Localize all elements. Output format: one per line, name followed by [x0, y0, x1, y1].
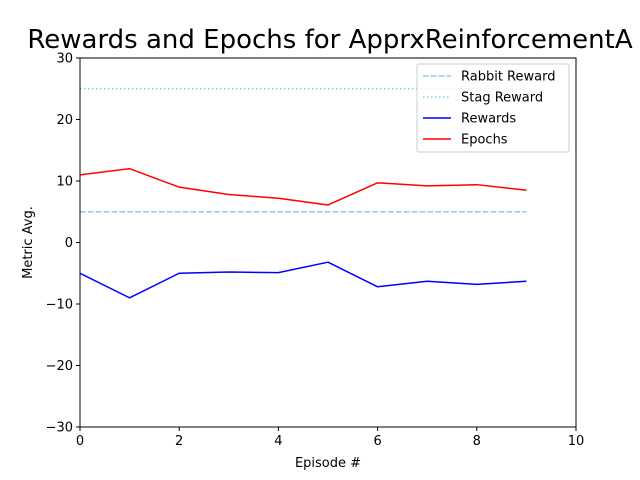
x-tick-label: 4 [274, 434, 282, 449]
legend-label: Rabbit Reward [461, 70, 555, 85]
x-tick-label: 6 [373, 434, 381, 449]
x-axis-label: Episode # [295, 456, 361, 471]
legend-box [416, 63, 570, 153]
y-tick-label: 10 [56, 175, 73, 190]
x-tick-label: 0 [76, 434, 84, 449]
y-tick-label: 0 [65, 236, 73, 251]
legend-label: Stag Reward [461, 91, 543, 106]
y-axis-label: Metric Avg. [21, 206, 36, 279]
series-line-rewards [80, 261, 527, 299]
x-tick-label: 10 [568, 434, 585, 449]
legend-label: Rewards [461, 112, 516, 127]
y-tick-label: −30 [46, 421, 73, 436]
legend: Rabbit Reward Stag Reward Rewards Epochs [416, 63, 570, 153]
y-tick-label: 20 [56, 113, 73, 128]
x-tick-label: 8 [473, 434, 481, 449]
x-tick-label: 2 [175, 434, 183, 449]
x-axis: 0 2 4 6 8 10 [76, 427, 584, 449]
y-axis: −30 −20 −10 0 10 20 30 [46, 52, 80, 436]
series-line-epochs [80, 167, 527, 206]
legend-label: Epochs [461, 133, 508, 148]
y-tick-label: 30 [56, 52, 73, 67]
chart-title: Rewards and Epochs for ApprxReinforcemen… [27, 25, 632, 55]
y-tick-label: −10 [46, 298, 73, 313]
y-tick-label: −20 [46, 359, 73, 374]
